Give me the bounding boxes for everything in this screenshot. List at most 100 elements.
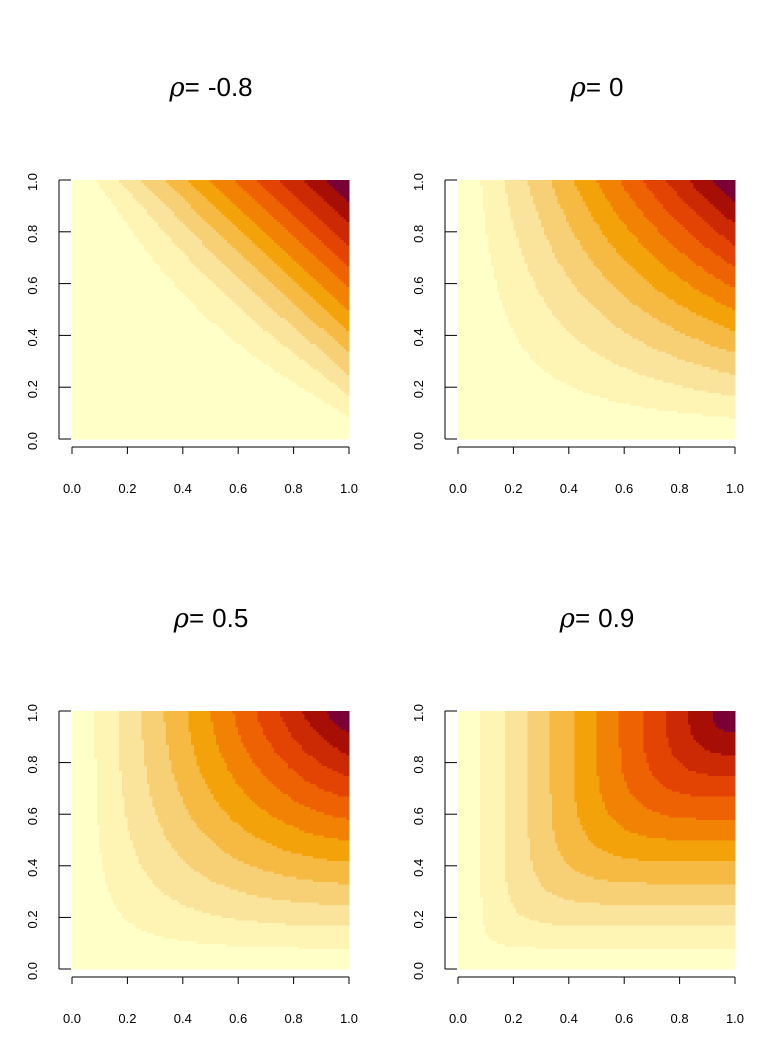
heatmap-cell [135, 925, 350, 929]
heatmap-cell [72, 325, 220, 329]
heatmap-cell [246, 312, 278, 316]
heatmap-cell [307, 337, 336, 342]
heatmap-cell [574, 711, 598, 715]
heatmap-cell [649, 762, 683, 766]
heatmap-cell [124, 796, 153, 800]
heatmap-cell [602, 793, 634, 797]
heatmap-cell [674, 327, 731, 331]
heatmap-cell [210, 278, 242, 282]
heatmap-cell [704, 268, 736, 272]
heatmap-cell [196, 211, 223, 215]
heatmap-cell [315, 809, 350, 813]
heatmap-cell [646, 881, 736, 885]
heatmap-cell [72, 914, 123, 918]
heatmap-cell [332, 405, 350, 409]
heatmap-cell [496, 940, 736, 944]
heatmap-cell [213, 840, 267, 844]
heatmap-cell [660, 319, 714, 324]
heatmap-cell [649, 765, 686, 769]
heatmap-cell [235, 247, 261, 251]
heatmap-cell [240, 185, 264, 189]
heatmap-cell [182, 221, 209, 225]
heatmap-cell [549, 723, 575, 728]
heatmap-cell [119, 734, 142, 738]
heatmap-cell [337, 747, 350, 751]
heatmap-cell [480, 775, 506, 779]
heatmap-cell [505, 726, 528, 730]
heatmap-cell [299, 945, 350, 949]
heatmap-cell [138, 239, 173, 243]
heatmap-cell [693, 234, 725, 238]
heatmap-cell [516, 907, 736, 911]
heatmap-cell [458, 819, 481, 823]
heatmap-cell [458, 260, 492, 264]
title-equals: = [586, 72, 601, 102]
heatmap-cell [643, 726, 667, 730]
heatmap-cell [458, 726, 481, 730]
heatmap-cell [596, 747, 623, 751]
heatmap-cell [210, 224, 237, 228]
heatmap-cell [507, 881, 542, 885]
heatmap-cell [221, 260, 250, 264]
heatmap-cell [310, 249, 333, 254]
heatmap-cell [252, 353, 297, 357]
heatmap-cell [72, 901, 115, 906]
heatmap-cell [332, 358, 350, 362]
heatmap-cell [141, 716, 165, 720]
heatmap-cell [340, 236, 350, 241]
heatmap-cell [693, 736, 736, 740]
heatmap-cell [193, 868, 264, 872]
heatmap-cell [593, 216, 620, 220]
heatmap-cell [299, 283, 322, 287]
heatmap-cell [621, 754, 647, 759]
heatmap-cell [243, 309, 275, 313]
heatmap-cell [227, 332, 273, 336]
heatmap-cell [568, 275, 606, 280]
heatmap-cell [507, 883, 542, 888]
heatmap-cell [638, 304, 683, 308]
heatmap-cell [238, 783, 275, 787]
heatmap-cell [624, 330, 681, 334]
heatmap-cell [480, 749, 506, 753]
heatmap-cell [458, 415, 731, 419]
heatmap-cell [188, 723, 214, 728]
heatmap-cell [715, 723, 736, 728]
heatmap-cell [596, 770, 623, 774]
heatmap-cell [180, 901, 320, 906]
heatmap-cell [596, 757, 623, 761]
heatmap-cell [482, 205, 512, 210]
heatmap-cell [505, 736, 528, 740]
heatmap-cell [72, 726, 95, 730]
heatmap-cell [510, 896, 564, 900]
heatmap-cell [72, 317, 209, 321]
heatmap-cell [527, 816, 553, 820]
heatmap-cell [299, 772, 345, 777]
heatmap-cell [224, 850, 292, 854]
heatmap-cell [458, 382, 567, 386]
heatmap-cell [227, 265, 256, 269]
heatmap-cell [643, 405, 736, 409]
heatmap-cell [254, 242, 278, 246]
heatmap-cell [99, 824, 128, 828]
heatmap-cell [229, 296, 261, 300]
heatmap-cell [152, 255, 189, 259]
heatmap-cell [127, 221, 159, 225]
heatmap-cell [337, 255, 350, 259]
heatmap-cell [505, 711, 528, 715]
heatmap-cell [480, 876, 506, 880]
heatmap-cell [249, 752, 278, 756]
heatmap-cell [72, 198, 112, 202]
heatmap-cell [310, 208, 336, 212]
heatmap-cell [505, 814, 528, 818]
heatmap-cell [127, 821, 162, 826]
heatmap-cell [207, 785, 242, 789]
heatmap-cell [130, 832, 165, 836]
heatmap-cell [687, 767, 736, 771]
heatmap-cell [662, 205, 692, 210]
heatmap-cell [171, 208, 195, 212]
heatmap-cell [72, 845, 101, 849]
heatmap-cell [152, 798, 184, 802]
heatmap-cell [458, 363, 539, 368]
heatmap-cell [121, 780, 148, 784]
heatmap-cell [72, 927, 142, 931]
